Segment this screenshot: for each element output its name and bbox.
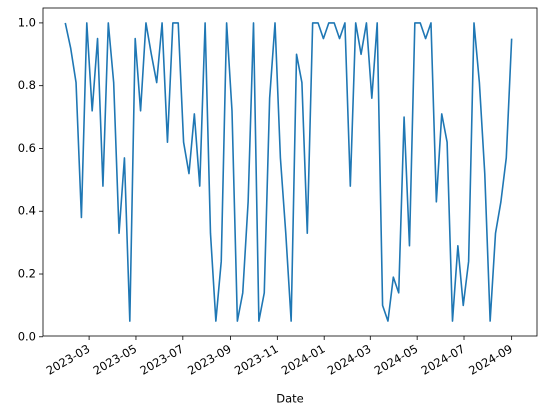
x-tick-label: 2024-07 [419,342,468,378]
x-tick-label: 2023-09 [185,342,234,378]
x-axis-label: Date [276,392,304,406]
y-tick-label: 0.6 [18,141,36,155]
x-tick-label: 2024-05 [372,342,421,378]
y-tick-label: 0.2 [18,267,36,281]
y-tick-label: 1.0 [18,15,36,29]
y-tick-label: 0.0 [18,329,36,343]
x-tick-label: 2023-07 [137,342,186,378]
plot-frame [42,7,538,337]
x-tick-label: 2023-03 [44,342,93,378]
data-line [64,22,513,322]
x-tick-label: 2024-03 [325,342,374,378]
x-tick-label: 2024-09 [466,342,515,378]
y-tick-label: 0.8 [18,78,36,92]
y-tick-label: 0.4 [18,204,36,218]
x-tick-label: 2024-01 [279,342,328,378]
x-tick-label: 2023-11 [232,342,281,378]
x-tick-label: 2023-05 [91,342,140,378]
